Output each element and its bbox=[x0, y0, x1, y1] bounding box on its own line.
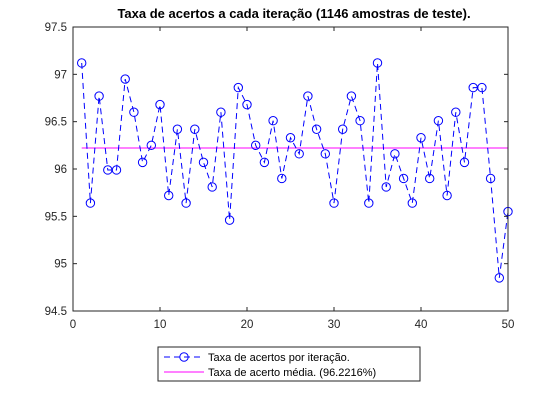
plot-background bbox=[73, 27, 508, 311]
plot-area bbox=[73, 27, 513, 311]
data-point bbox=[190, 124, 200, 134]
x-tick-label: 40 bbox=[415, 319, 428, 331]
data-point bbox=[155, 99, 165, 110]
data-point bbox=[285, 133, 296, 143]
data-point bbox=[181, 198, 191, 208]
y-tick-label: 97.5 bbox=[45, 22, 67, 34]
data-point bbox=[146, 140, 157, 151]
y-tick-label: 96 bbox=[54, 164, 67, 176]
y-tick-label: 96.5 bbox=[45, 117, 67, 129]
data-point bbox=[251, 140, 261, 151]
data-point bbox=[425, 173, 435, 184]
x-tick-label: 30 bbox=[328, 319, 341, 331]
data-point bbox=[433, 116, 444, 126]
data-point bbox=[459, 157, 470, 168]
data-point bbox=[207, 182, 217, 192]
legend-box bbox=[157, 346, 421, 382]
legend-marker-accuracy bbox=[179, 352, 189, 362]
data-point bbox=[355, 116, 365, 126]
y-tick-label: 94.5 bbox=[45, 306, 67, 318]
data-point bbox=[372, 58, 383, 68]
data-point bbox=[164, 190, 174, 201]
data-point bbox=[198, 157, 209, 168]
x-tick-label: 0 bbox=[70, 319, 76, 331]
data-point bbox=[494, 273, 504, 283]
legend-label-accuracy: Taxa de acertos por iteração. bbox=[208, 352, 350, 364]
data-point bbox=[111, 165, 122, 175]
data-point bbox=[416, 133, 426, 143]
data-point bbox=[407, 198, 417, 208]
data-point bbox=[381, 182, 391, 192]
data-point bbox=[320, 149, 330, 159]
data-point bbox=[77, 58, 87, 68]
data-point bbox=[129, 107, 139, 117]
data-point bbox=[216, 107, 226, 117]
data-point bbox=[294, 149, 304, 159]
data-point bbox=[224, 215, 235, 225]
data-point bbox=[94, 91, 104, 101]
data-point bbox=[311, 124, 322, 134]
data-point bbox=[137, 157, 148, 168]
data-point bbox=[259, 157, 270, 168]
x-tick-label: 20 bbox=[241, 319, 254, 331]
data-point bbox=[172, 124, 183, 134]
x-tick-label: 10 bbox=[154, 319, 167, 331]
legend-label-mean: Taxa de acerto média. (96.2216%) bbox=[208, 367, 376, 379]
legend: Taxa de acertos por iteração. Taxa de ace… bbox=[157, 346, 421, 382]
x-tick-label: 50 bbox=[502, 319, 515, 331]
data-point bbox=[390, 149, 400, 159]
y-tick-label: 95.5 bbox=[45, 211, 67, 223]
chart-title: Taxa de acertos a cada iteração (1146 am… bbox=[117, 6, 470, 21]
data-point bbox=[398, 173, 409, 184]
data-point bbox=[85, 198, 96, 208]
data-point bbox=[233, 82, 244, 93]
axes: 0 10 20 30 40 50 94.5 95 95.5 96 96.5 97 97.5 bbox=[45, 22, 515, 331]
y-tick-label: 95 bbox=[54, 259, 67, 271]
data-point bbox=[338, 124, 348, 134]
data-point bbox=[120, 74, 130, 84]
data-point bbox=[242, 99, 252, 110]
y-tick-label: 97 bbox=[54, 69, 67, 81]
data-point bbox=[485, 173, 496, 184]
series-accuracy-line bbox=[81, 62, 509, 278]
data-point bbox=[364, 198, 374, 208]
data-point bbox=[329, 198, 339, 208]
data-point bbox=[346, 91, 357, 101]
data-point bbox=[477, 82, 487, 93]
data-point bbox=[277, 173, 287, 184]
data-point bbox=[303, 91, 313, 101]
data-point bbox=[442, 190, 452, 201]
data-point bbox=[451, 107, 461, 117]
data-point bbox=[268, 116, 278, 126]
